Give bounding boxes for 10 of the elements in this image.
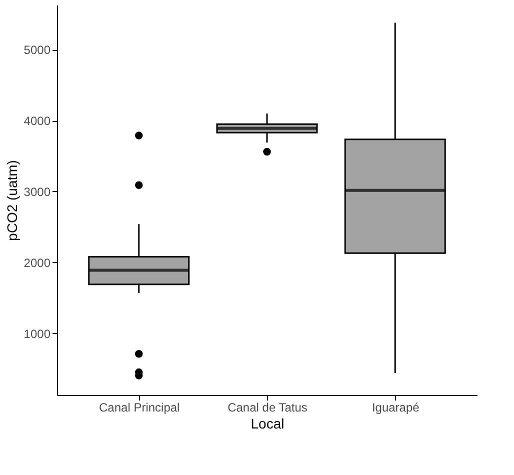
y-tick-label: 5000 (24, 43, 51, 58)
x-tick-label: Canal de Tatus (228, 400, 308, 414)
x-tick-label: Iguarapé (372, 400, 420, 414)
y-axis-title: pCO2 (uatm) (4, 160, 20, 241)
y-tick-label: 1000 (24, 326, 51, 341)
y-tick-label: 4000 (24, 114, 51, 128)
x-tick-label: Canal Principal (99, 400, 180, 414)
x-axis-title: Local (250, 416, 284, 432)
y-tick-label: 3000 (24, 184, 51, 199)
y-tick-label: 2000 (24, 256, 51, 270)
